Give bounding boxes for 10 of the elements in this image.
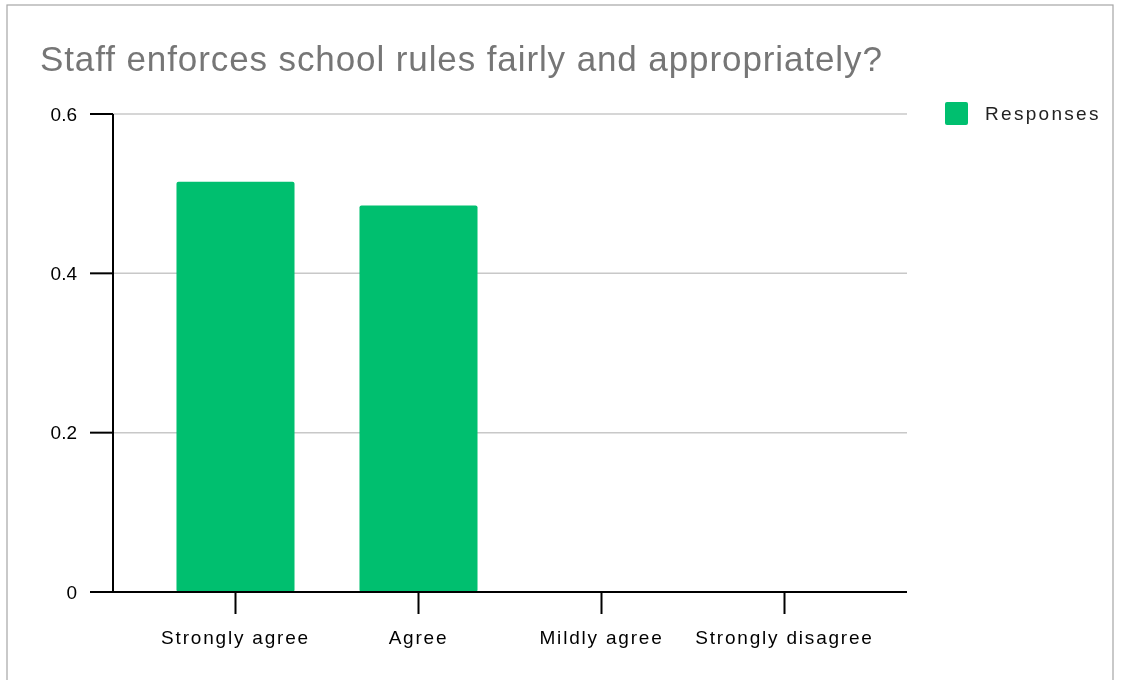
y-tick-label: 0: [66, 581, 77, 603]
chart-title: Staff enforces school rules fairly and appropriately?: [40, 39, 883, 78]
y-tick-label: 0.6: [50, 103, 77, 125]
y-tick-label: 0.4: [50, 262, 78, 284]
x-tick-label: Mildly agree: [539, 627, 664, 648]
y-tick-label: 0.2: [50, 422, 77, 444]
legend-label: Responses: [985, 103, 1101, 125]
x-tick-label: Strongly agree: [161, 627, 310, 648]
x-tick-label: Agree: [388, 627, 449, 648]
x-tick-label: Strongly disagree: [695, 627, 874, 648]
